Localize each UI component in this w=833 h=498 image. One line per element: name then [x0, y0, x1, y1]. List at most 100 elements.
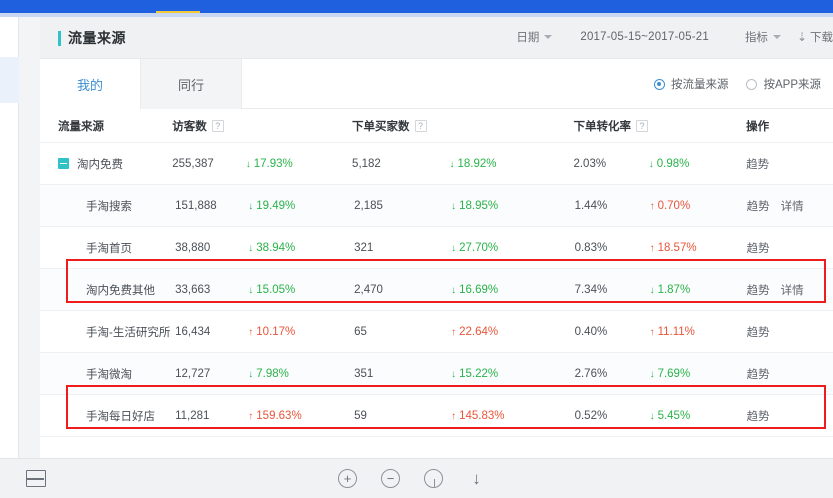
cell-visitors-delta: ↑ 10.17%	[248, 326, 354, 338]
cell-visitors: 38,880	[175, 241, 211, 254]
window-layout-icon[interactable]	[26, 470, 46, 487]
col-header-buyers-label: 下单买家数	[352, 120, 410, 133]
cell-visitors-delta: ↓ 19.49%	[248, 200, 354, 212]
content-card: 流量来源 日期 2017-05-15~2017-05-21 指标 ⇣ 下载	[40, 17, 833, 458]
date-range-value[interactable]: 2017-05-15~2017-05-21	[580, 31, 709, 43]
cell-visitors: 255,387	[172, 157, 214, 170]
arrow-down-icon: ↓	[248, 368, 254, 380]
arrow-up-icon: ↑	[649, 242, 655, 254]
cell-conversion-delta-value: 0.70%	[657, 199, 691, 212]
zoom-in-button[interactable]: +	[338, 469, 357, 488]
cell-conversion: 0.40%	[574, 325, 608, 338]
bottom-toolbar: + − ↓	[0, 458, 833, 498]
cell-source: 手淘-生活研究所	[40, 324, 175, 340]
radio-dot-icon	[746, 78, 758, 90]
arrow-down-icon: ↓	[451, 242, 457, 254]
source-name: 手淘-生活研究所	[86, 326, 171, 339]
question-mark-icon[interactable]: ?	[635, 119, 648, 132]
reset-zoom-icon[interactable]	[424, 469, 443, 488]
table-row[interactable]: 淘内免费 255,387 ↓ 17.93% 5,182 ↓ 18.92% 2.03% ↓ 0.98…	[40, 143, 833, 185]
browser-chrome-bar	[0, 0, 833, 16]
left-sidebar-rail[interactable]	[0, 17, 19, 458]
cell-source: 淘内免费	[40, 156, 172, 172]
question-mark-icon[interactable]: ?	[211, 119, 224, 132]
source-name: 淘内免费	[77, 158, 123, 171]
cell-visitors-delta-value: 38.94%	[256, 241, 296, 254]
table-row[interactable]: 手淘微淘 12,727 ↓ 7.98% 351 ↓ 15.22% 2.76% ↓ 7.69% 趋势	[40, 353, 833, 395]
cell-buyers: 2,470	[354, 283, 383, 296]
table-row[interactable]: 手淘-生活研究所 16,434 ↑ 10.17% 65 ↑ 22.64% 0.40% ↑ 11.1…	[40, 311, 833, 353]
tab-peers[interactable]: 同行	[141, 59, 242, 109]
cell-source: 手淘微淘	[40, 366, 175, 382]
table-row[interactable]: 手淘每日好店 11,281 ↑ 159.63% 59 ↑ 145.83% 0.52% ↓ 5.45…	[40, 395, 833, 437]
arrow-down-icon: ↓	[245, 158, 251, 170]
cell-action: 趋势 详情	[747, 198, 833, 214]
question-mark-icon[interactable]: ?	[414, 119, 427, 132]
cell-action: 趋势 详情	[747, 282, 833, 298]
trend-link[interactable]: 趋势	[746, 284, 770, 297]
cell-buyers-delta: ↓ 15.22%	[451, 368, 574, 380]
metric-filter-label: 指标	[744, 32, 768, 44]
cell-source: 手淘首页	[40, 240, 175, 256]
metric-filter-button[interactable]: 指标	[745, 29, 781, 45]
cell-buyers: 351	[354, 367, 374, 380]
table-row[interactable]: 淘内免费其他 33,663 ↓ 15.05% 2,470 ↓ 16.69% 7.34% ↓ 1.8…	[40, 269, 833, 311]
cell-buyers: 5,182	[352, 157, 381, 170]
sidebar-gutter	[19, 17, 40, 458]
cell-buyers-delta: ↑ 22.64%	[451, 326, 574, 338]
radio-dot-icon	[653, 78, 665, 90]
trend-link[interactable]: 趋势	[746, 326, 770, 339]
trend-link[interactable]: 趋势	[746, 410, 770, 423]
cell-conversion-delta: ↓ 5.45%	[650, 410, 747, 422]
arrow-up-icon: ↑	[649, 326, 655, 338]
date-filter-button[interactable]: 日期	[516, 29, 553, 45]
table-row[interactable]: 手淘搜索 151,888 ↓ 19.49% 2,185 ↓ 18.95% 1.44% ↑ 0.70…	[40, 185, 833, 227]
cell-buyers: 59	[354, 409, 367, 422]
cell-action: 趋势	[747, 240, 833, 256]
arrow-up-icon: ↑	[649, 200, 655, 212]
chrome-shadow	[0, 13, 833, 17]
cell-buyers-delta: ↓ 18.92%	[449, 158, 573, 170]
view-mode-radios: 按流量来源 按APP来源	[653, 76, 821, 92]
traffic-source-table: 流量来源 访客数? 下单买家数? 下单转化率? 操作 淘内免费 255,387 ↓ 1…	[40, 109, 833, 437]
cell-conversion-delta: ↑ 18.57%	[650, 242, 747, 254]
trend-link[interactable]: 趋势	[746, 368, 770, 381]
table-header-row: 流量来源 访客数? 下单买家数? 下单转化率? 操作	[40, 109, 833, 143]
col-header-source: 流量来源	[58, 120, 104, 133]
arrow-up-icon: ↑	[451, 326, 457, 338]
detail-link[interactable]: 详情	[780, 200, 804, 213]
cell-visitors-delta: ↓ 17.93%	[246, 158, 352, 170]
collapse-minus-icon[interactable]	[58, 158, 69, 169]
trend-link[interactable]: 趋势	[746, 200, 770, 213]
cell-action: 趋势	[747, 408, 833, 424]
scroll-down-button[interactable]: ↓	[472, 469, 481, 488]
download-label: 下载	[810, 32, 833, 44]
header-tools: 日期 2017-05-15~2017-05-21 指标 ⇣ 下载	[516, 29, 833, 45]
cell-conversion: 2.03%	[573, 157, 607, 170]
table-row[interactable]: 手淘首页 38,880 ↓ 38.94% 321 ↓ 27.70% 0.83% ↑ 18.57% 趋…	[40, 227, 833, 269]
detail-link[interactable]: 详情	[780, 284, 804, 297]
source-name: 淘内免费其他	[86, 284, 155, 297]
arrow-down-icon: ↓	[649, 368, 655, 380]
cell-visitors-delta-value: 10.17%	[256, 325, 296, 338]
arrow-up-icon: ↑	[451, 410, 457, 422]
zoom-out-button[interactable]: −	[381, 469, 400, 488]
trend-link[interactable]: 趋势	[746, 242, 770, 255]
cell-conversion-delta: ↓ 1.87%	[650, 284, 747, 296]
cell-visitors: 11,281	[175, 409, 210, 422]
cell-conversion: 0.52%	[574, 409, 608, 422]
cell-buyers-delta-value: 145.83%	[459, 409, 505, 422]
cell-visitors-delta-value: 19.49%	[256, 199, 296, 212]
cell-visitors-delta: ↑ 159.63%	[248, 410, 354, 422]
cell-visitors-delta-value: 17.93%	[253, 157, 293, 170]
cell-conversion-delta: ↑ 11.11%	[650, 326, 747, 338]
tab-mine[interactable]: 我的	[40, 59, 141, 109]
arrow-up-icon: ↑	[248, 326, 254, 338]
cell-visitors-delta: ↓ 15.05%	[248, 284, 354, 296]
radio-by-app-source[interactable]: 按APP来源	[746, 76, 821, 92]
trend-link[interactable]: 趋势	[746, 158, 770, 171]
radio-by-traffic-source[interactable]: 按流量来源	[653, 76, 728, 92]
download-button[interactable]: ⇣ 下载	[797, 29, 833, 45]
arrow-down-icon: ↓	[451, 284, 457, 296]
